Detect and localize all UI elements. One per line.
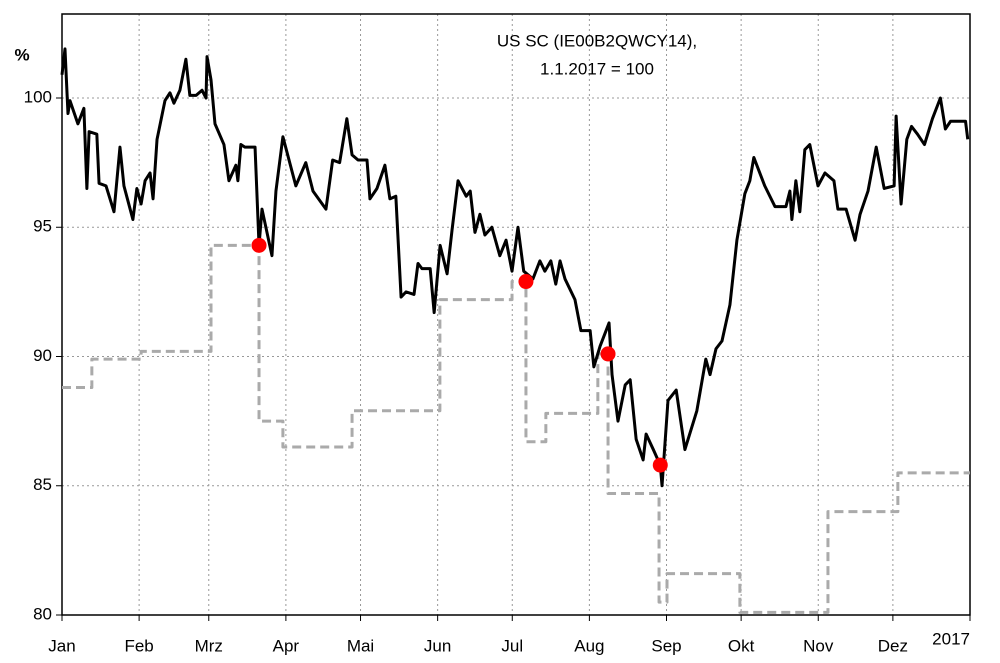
x-tick-label: Jul	[501, 636, 523, 655]
y-tick-label: 80	[33, 604, 52, 623]
x-tick-label: Nov	[803, 636, 834, 655]
marker	[518, 274, 534, 290]
y-tick-label: 85	[33, 475, 52, 494]
marker	[652, 457, 668, 473]
x-tick-label: Aug	[574, 636, 604, 655]
x-tick-label: Jan	[48, 636, 75, 655]
chart-subtitle: 1.1.2017 = 100	[540, 59, 654, 78]
x-tick-label: Mai	[347, 636, 374, 655]
y-tick-label: 90	[33, 346, 52, 365]
y-tick-label: 95	[33, 217, 52, 236]
marker	[251, 237, 267, 253]
marker	[600, 346, 616, 362]
x-tick-label: Jun	[424, 636, 451, 655]
step-line	[62, 243, 970, 614]
x-tick-label: Sep	[651, 636, 681, 655]
y-axis-label: %	[14, 45, 29, 64]
x-tick-label: Feb	[124, 636, 153, 655]
plot-frame	[61, 13, 971, 616]
x-tick-label: Mrz	[195, 636, 223, 655]
y-tick-label: 100	[24, 87, 52, 106]
x-tick-label: Okt	[728, 636, 755, 655]
x-tick-label: 2017	[932, 629, 970, 648]
chart-title: US SC (IE00B2QWCY14),	[497, 31, 697, 50]
x-tick-label: Apr	[273, 636, 300, 655]
x-tick-label: Dez	[878, 636, 908, 655]
line	[60, 47, 970, 488]
